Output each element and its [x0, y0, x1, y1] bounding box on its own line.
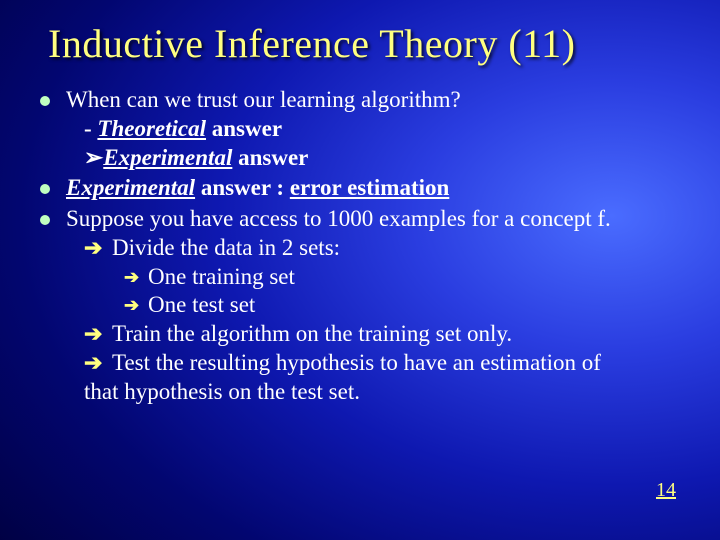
sub-prefix: - [84, 116, 97, 141]
bullet-item: Suppose you have access to 1000 examples… [40, 205, 680, 406]
slide-title: Inductive Inference Theory (11) [0, 0, 720, 72]
arrow-line: ➔ Test the resulting hypothesis to have … [66, 349, 680, 378]
arrow-text: One test set [148, 291, 255, 320]
bullet-body: Suppose you have access to 1000 examples… [66, 205, 680, 406]
emph-word: Experimental [66, 175, 195, 200]
sub-prefix: ➢ [84, 145, 103, 170]
bullet-text: Suppose you have access to 1000 examples… [66, 206, 611, 231]
arrow-line: ➔ One test set [66, 291, 680, 320]
arrow-text: Divide the data in 2 sets: [112, 234, 340, 263]
arrow-right-icon: ➔ [84, 349, 112, 378]
bullet-item: When can we trust our learning algorithm… [40, 86, 680, 172]
underline-tail: error estimation [290, 175, 449, 200]
arrow-continuation: that hypothesis on the test set. [66, 378, 680, 407]
arrow-text: Test the resulting hypothesis to have an… [112, 349, 601, 378]
sub-line: - Theoretical answer [66, 115, 680, 144]
arrow-text: that hypothesis on the test set. [84, 379, 360, 404]
sub-line: ➢Experimental answer [66, 144, 680, 173]
plain-text: answer : [195, 175, 290, 200]
bullet-text: When can we trust our learning algorithm… [66, 87, 461, 112]
arrow-line: ➔ Divide the data in 2 sets: [66, 234, 680, 263]
bullet-item: Experimental answer : error estimation [40, 174, 680, 203]
sub-rest: answer [206, 116, 282, 141]
slide: Inductive Inference Theory (11) When can… [0, 0, 720, 540]
arrow-line: ➔ One training set [66, 263, 680, 292]
arrow-line: ➔ Train the algorithm on the training se… [66, 320, 680, 349]
bullet-dot-icon [40, 86, 66, 172]
sub-underline: Experimental [103, 145, 232, 170]
bullet-dot-icon [40, 174, 66, 203]
arrow-right-icon: ➔ [84, 320, 112, 349]
slide-content: When can we trust our learning algorithm… [0, 72, 720, 406]
sub-underline: Theoretical [97, 116, 206, 141]
sub-rest: answer [232, 145, 308, 170]
bullet-body: Experimental answer : error estimation [66, 174, 680, 203]
arrow-right-icon: ➔ [84, 234, 112, 263]
arrow-text: Train the algorithm on the training set … [112, 320, 512, 349]
page-number: 14 [656, 479, 676, 502]
arrow-right-icon: ➔ [124, 263, 148, 292]
arrow-text: One training set [148, 263, 295, 292]
bullet-dot-icon [40, 205, 66, 406]
arrow-right-icon: ➔ [124, 291, 148, 320]
bullet-body: When can we trust our learning algorithm… [66, 86, 680, 172]
